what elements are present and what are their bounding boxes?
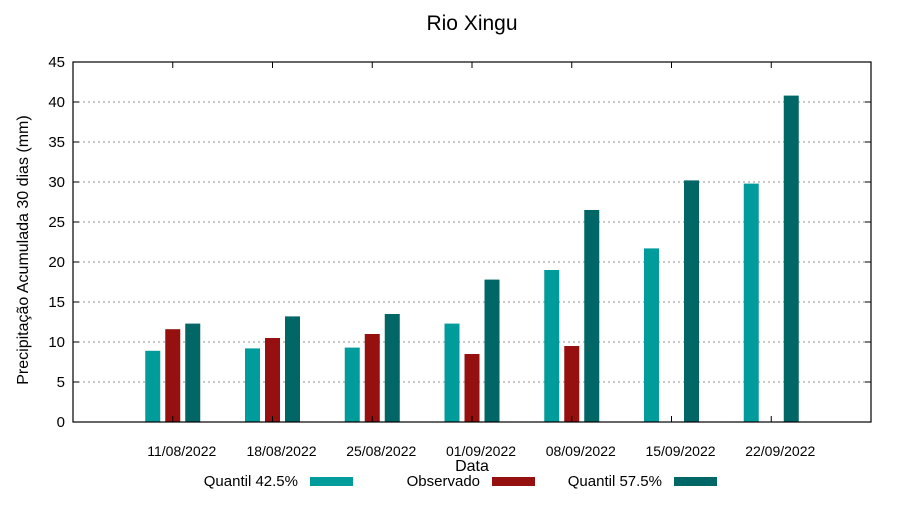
y-tick-label: 30: [48, 174, 65, 191]
bar-observado: [564, 346, 580, 422]
x-tick-label: 08/09/2022: [546, 443, 616, 459]
legend-entry-quantil-42-5: Quantil 42.5%: [204, 472, 353, 490]
bar-quantil-57-5: [684, 180, 699, 422]
bar-quantil-42-5: [544, 270, 560, 422]
x-tick-label: 18/08/2022: [246, 443, 316, 459]
x-axis-label: Data: [455, 458, 489, 475]
bar-quantil-57-5: [285, 316, 300, 422]
bar-quantil-42-5: [743, 183, 759, 422]
bar-quantil-57-5: [783, 95, 799, 422]
y-axis-label: Precipitação Acumulada 30 dias (mm): [15, 115, 32, 385]
y-tick-label: 35: [48, 134, 65, 151]
bar-quantil-57-5: [484, 279, 500, 422]
y-tick-label: 20: [48, 254, 65, 271]
bar-quantil-42-5: [145, 350, 161, 422]
legend-swatch-observado: [492, 476, 535, 486]
bar-quantil-57-5: [185, 323, 201, 422]
x-tick-label: 01/09/2022: [446, 443, 516, 459]
legend-label-quantil-57-5: Quantil 57.5%: [567, 472, 662, 490]
y-tick-label: 15: [48, 294, 65, 311]
y-tick-label: 40: [48, 94, 65, 111]
y-tick-label: 45: [48, 54, 65, 71]
x-tick-label: 25/08/2022: [346, 443, 416, 459]
x-tick-label: 15/09/2022: [645, 443, 715, 459]
y-tick-label: 5: [57, 374, 65, 391]
bar-quantil-42-5: [444, 323, 460, 422]
chart-title: Rio Xingu: [426, 12, 518, 35]
bar-observado: [265, 338, 280, 422]
legend-entry-observado: Observado: [407, 472, 535, 490]
bar-quantil-42-5: [245, 348, 260, 422]
legend-label-observado: Observado: [406, 472, 480, 490]
bar-quantil-42-5: [344, 347, 360, 422]
legend-label-quantil-42-5: Quantil 42.5%: [203, 472, 298, 490]
bar-quantil-57-5: [384, 314, 400, 422]
bar-quantil-42-5: [644, 248, 659, 422]
tick-labels: 0 5 10 15 20 25 30 35 40 45 11/08/2022 18/08/2022 25…: [48, 54, 815, 459]
legend-swatch-quantil-42-5: [310, 476, 353, 486]
y-tick-label: 0: [57, 414, 65, 431]
bars: [145, 95, 799, 422]
legend-entry-quantil-57-5: Quantil 57.5%: [568, 472, 717, 490]
bar-quantil-57-5: [584, 210, 600, 422]
bar-observado: [464, 354, 480, 422]
gridlines: [73, 101, 871, 383]
x-tick-label: 11/08/2022: [147, 443, 216, 459]
axis-ticks: [73, 61, 871, 423]
y-tick-label: 10: [48, 334, 65, 351]
plot-border: [72, 61, 872, 423]
legend-swatch-quantil-57-5: [674, 476, 717, 486]
x-tick-label: 22/09/2022: [745, 443, 815, 459]
bar-observado: [165, 329, 181, 422]
bar-observado: [364, 334, 380, 422]
y-tick-label: 25: [48, 214, 65, 231]
